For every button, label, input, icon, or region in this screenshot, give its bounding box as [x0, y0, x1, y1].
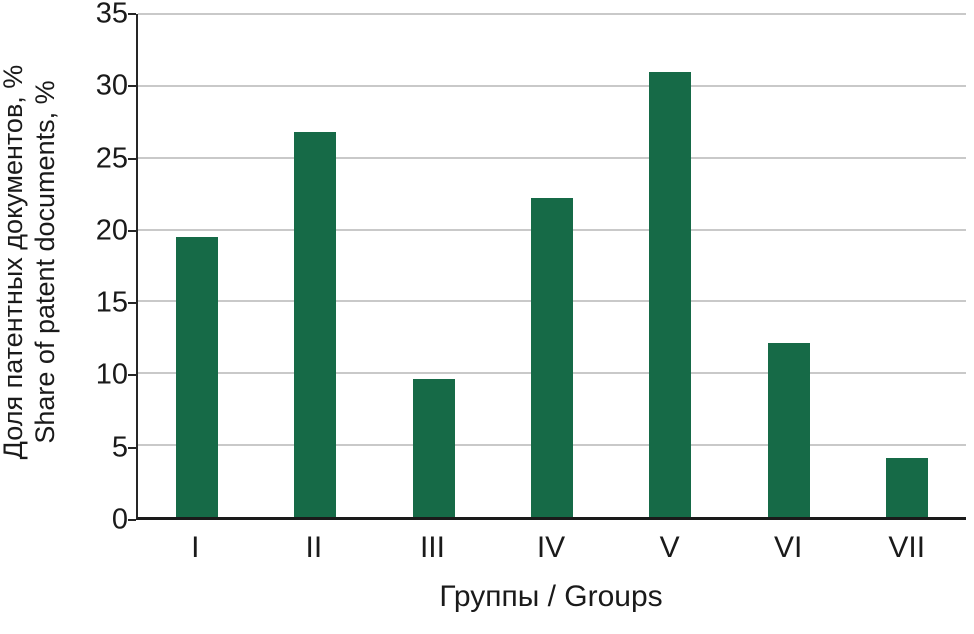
y-tick-label: 5	[111, 431, 128, 464]
y-tick-mark	[128, 446, 136, 449]
y-axis-title-line-en: Share of patent documents, %	[30, 80, 60, 444]
y-tick-label: 15	[95, 286, 128, 319]
x-tick-label: VII	[888, 531, 926, 564]
bar	[176, 236, 219, 517]
bar-cell	[611, 14, 729, 517]
x-tick-label: I	[191, 531, 200, 564]
x-tick-label: III	[419, 531, 445, 564]
x-tick-label: II	[305, 531, 323, 564]
gridline	[138, 156, 966, 159]
y-tick-mark	[128, 85, 136, 88]
gridline	[138, 84, 966, 87]
bar	[412, 379, 455, 517]
y-tick-mark	[128, 374, 136, 377]
y-axis-title: Доля патентных документов, % Share of pa…	[0, 0, 62, 572]
y-tick-label: 25	[95, 142, 128, 175]
bar-cell	[375, 14, 493, 517]
bar-cell	[138, 14, 256, 517]
y-tick-mark	[128, 157, 136, 160]
y-tick-label: 35	[95, 0, 128, 30]
x-axis-tick-labels: I II III IV V VI VII	[136, 526, 966, 570]
bar	[649, 71, 692, 517]
y-tick-label: 30	[95, 69, 128, 102]
x-tick-label: VI	[774, 531, 803, 564]
y-tick-mark	[128, 519, 136, 521]
x-axis-title: Группы / Groups	[439, 580, 663, 613]
bar	[767, 343, 810, 517]
gridline	[138, 13, 966, 15]
y-tick-mark	[128, 229, 136, 232]
bar-cell	[493, 14, 611, 517]
y-tick-label: 10	[95, 358, 128, 391]
bar	[885, 458, 928, 517]
y-tick-mark	[128, 13, 136, 15]
y-tick-label: 0	[111, 503, 128, 536]
bar	[530, 197, 573, 517]
y-tick-label: 20	[95, 214, 128, 247]
bars-container	[138, 14, 966, 517]
bar-cell	[256, 14, 374, 517]
y-axis-tick-labels: 0 5 10 15 20 25 30 35	[60, 0, 136, 534]
bar	[294, 131, 337, 517]
x-tick-label: IV	[536, 531, 566, 564]
y-axis-title-line-ru: Доля патентных документов, %	[0, 64, 29, 460]
x-tick-label: V	[659, 531, 680, 564]
y-tick-mark	[128, 302, 136, 305]
bar-cell	[729, 14, 847, 517]
plot-area	[136, 13, 966, 520]
bar-cell	[848, 14, 966, 517]
